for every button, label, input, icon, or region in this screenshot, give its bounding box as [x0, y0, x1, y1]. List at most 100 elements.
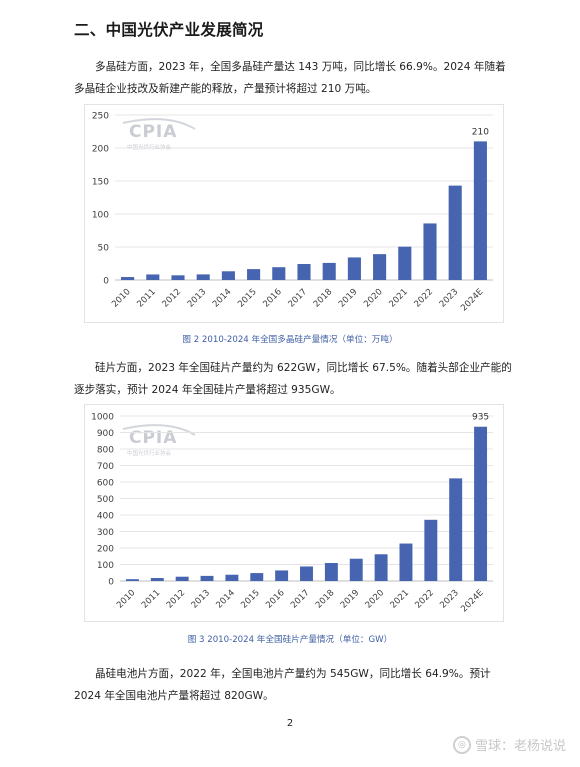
- x-tick-label: 2024E: [459, 588, 485, 614]
- x-tick-label: 2022: [413, 287, 436, 310]
- x-tick-label: 2012: [161, 287, 184, 310]
- x-tick-label: 2013: [190, 588, 213, 611]
- x-tick-label: 2010: [115, 588, 138, 611]
- bar: [424, 519, 438, 581]
- bar: [171, 275, 185, 280]
- x-tick-label: 2020: [362, 287, 385, 310]
- data-label: 210: [472, 127, 489, 137]
- x-tick-label: 2015: [239, 588, 262, 611]
- footer-watermark-text: 雪球：老杨说说: [474, 739, 566, 754]
- x-tick-label: 2011: [140, 588, 163, 611]
- x-tick-label: 2019: [339, 588, 362, 611]
- bar: [349, 558, 363, 581]
- cpia-logo-swoosh: [122, 118, 196, 130]
- y-tick-label: 200: [97, 545, 114, 555]
- y-tick-label: 150: [92, 178, 109, 188]
- bar: [297, 264, 311, 280]
- bar: [146, 274, 160, 280]
- paragraph-cell: 晶硅电池片方面，2022 年，全国电池片产量约为 545GW，同比增长 64.9…: [74, 668, 491, 702]
- bar: [150, 578, 164, 581]
- x-tick-label: 2010: [110, 287, 133, 310]
- x-tick-label: 2017: [287, 287, 310, 310]
- chart-polysilicon: CPIA 中国光伏行业协会 0 50 100 150 200 250 2010 2011 2012 2…: [84, 104, 504, 323]
- x-tick-label: 2023: [438, 287, 461, 310]
- x-tick-label: 2019: [337, 287, 360, 310]
- snowball-logo-icon: ◎: [452, 735, 471, 754]
- y-tick-label: 50: [98, 244, 110, 254]
- y-tick-label: 400: [97, 512, 114, 522]
- cpia-logo-text: CPIA: [129, 428, 177, 448]
- x-tick-label: 2012: [165, 588, 188, 611]
- chart-wafer: CPIA 中国光伏行业协会 0 100 200 300 400 500 600 700 800 900…: [84, 404, 504, 622]
- bar: [322, 262, 336, 280]
- bar: [196, 274, 210, 280]
- y-tick-label: 500: [97, 495, 114, 505]
- x-tick-label: 2021: [389, 588, 412, 611]
- x-tick-label: 2013: [186, 287, 209, 310]
- bar: [272, 267, 286, 280]
- x-tick-label: 2018: [312, 287, 335, 310]
- bar: [448, 185, 462, 280]
- x-tick-label: 2018: [314, 588, 337, 611]
- x-tick-label: 2024E: [459, 287, 485, 313]
- x-tick-label: 2017: [289, 588, 312, 611]
- paragraph-wafer: 硅片方面，2023 年全国硅片产量约为 622GW，同比增长 67.5%。随着头…: [74, 362, 512, 396]
- figure-caption-3: 图 3 2010-2024 年全国硅片产量情况（单位：GW）: [187, 635, 393, 645]
- bar: [449, 478, 463, 581]
- figure-caption-2: 图 2 2010-2024 年全国多晶硅产量情况（单位：万吨）: [182, 335, 398, 345]
- paragraph-polysilicon: 多晶硅方面，2023 年，全国多晶硅产量达 143 万吨，同比增长 66.9%。…: [74, 61, 506, 95]
- bar: [300, 566, 313, 581]
- y-tick-label: 800: [97, 446, 114, 456]
- y-tick-label: 0: [108, 578, 114, 588]
- y-tick-label: 0: [103, 277, 109, 287]
- section-heading: 二、中国光伏产业发展简况: [74, 21, 264, 39]
- y-tick-label: 200: [92, 145, 109, 155]
- bar: [347, 257, 361, 280]
- x-tick-label: 2023: [438, 588, 461, 611]
- x-tick-label: 2014: [211, 287, 234, 310]
- bar: [125, 579, 139, 581]
- footer-watermark: ◎ 雪球：老杨说说: [452, 735, 566, 754]
- cpia-logo-text: CPIA: [129, 122, 177, 142]
- bar: [225, 574, 239, 581]
- x-tick-label: 2021: [387, 287, 410, 310]
- bar: [398, 246, 412, 280]
- y-tick-label: 600: [97, 479, 114, 489]
- bar: [221, 271, 235, 280]
- bar: [175, 576, 189, 581]
- bar: [474, 426, 488, 581]
- x-tick-label: 2014: [214, 588, 237, 611]
- cpia-org-name: 中国光伏行业协会: [127, 143, 172, 151]
- y-tick-label: 1000: [91, 413, 114, 423]
- bar: [373, 254, 387, 280]
- bar: [200, 575, 214, 581]
- y-tick-label: 100: [97, 561, 114, 571]
- cpia-org-name: 中国光伏行业协会: [127, 449, 172, 457]
- x-tick-label: 2022: [413, 588, 436, 611]
- bar: [247, 269, 261, 280]
- y-tick-label: 100: [92, 211, 109, 221]
- y-tick-label: 250: [92, 112, 109, 122]
- bar: [324, 563, 338, 581]
- x-tick-label: 2015: [236, 287, 259, 310]
- bar: [250, 573, 264, 581]
- x-tick-label: 2020: [364, 588, 387, 611]
- x-tick-label: 2011: [135, 287, 158, 310]
- bar: [423, 223, 437, 280]
- bar: [275, 570, 289, 581]
- y-tick-label: 700: [97, 462, 114, 472]
- bar: [121, 277, 135, 280]
- x-tick-label: 2016: [264, 588, 287, 611]
- data-label: 935: [472, 413, 489, 423]
- bar: [473, 141, 487, 280]
- page-number: 2: [286, 718, 294, 729]
- y-tick-label: 300: [97, 528, 114, 538]
- bar: [399, 543, 413, 581]
- bar: [374, 554, 388, 581]
- y-tick-label: 900: [97, 429, 114, 439]
- x-tick-label: 2016: [261, 287, 284, 310]
